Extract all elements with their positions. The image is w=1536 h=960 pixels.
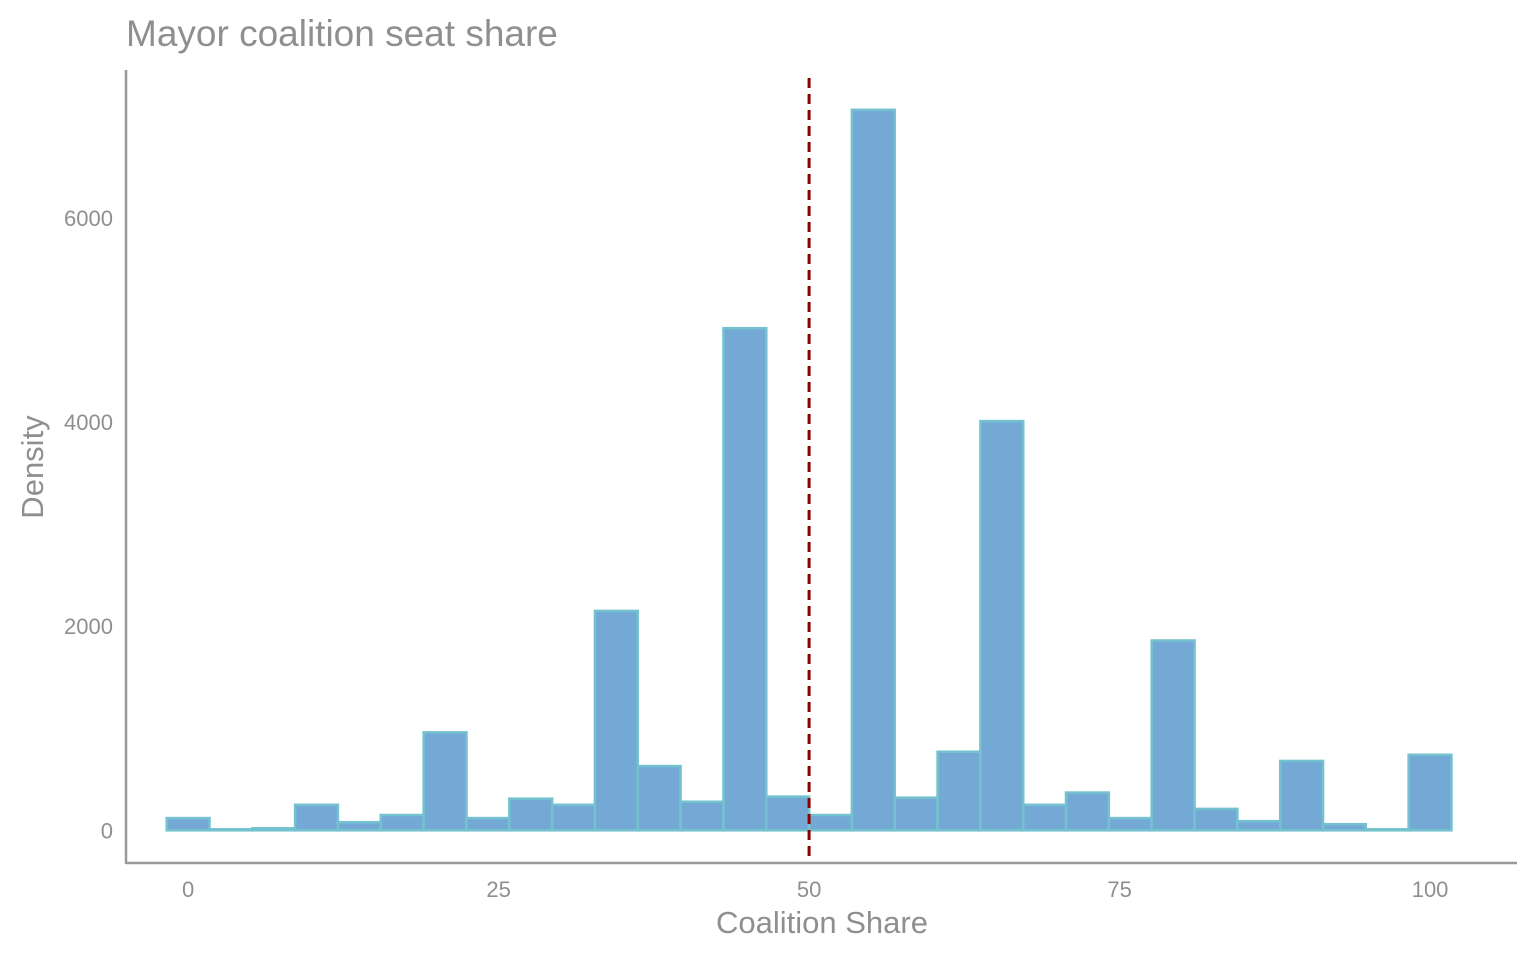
- histogram-bar: [550, 803, 597, 832]
- histogram-bar: [636, 764, 682, 832]
- histogram-bar: [1278, 759, 1325, 832]
- histogram-bar: [293, 803, 340, 832]
- histogram-bar: [465, 816, 511, 832]
- histogram-bar: [765, 795, 811, 832]
- histogram-bar: [1064, 791, 1111, 832]
- histogram-bar: [593, 609, 639, 832]
- histogram-bar: [850, 108, 896, 832]
- histogram-bar: [893, 796, 939, 832]
- histogram-bar: [422, 731, 468, 832]
- histogram-bar: [1193, 807, 1239, 832]
- histogram-bar: [165, 816, 211, 832]
- y-tick-label: 0: [101, 818, 113, 843]
- histogram-bar: [722, 326, 768, 832]
- histogram-bar: [208, 828, 254, 832]
- x-tick-label: 25: [486, 877, 510, 902]
- histogram-bar: [379, 813, 425, 832]
- histogram-bar: [1150, 639, 1196, 832]
- histogram-bar: [1236, 819, 1282, 832]
- x-tick-label: 50: [797, 877, 821, 902]
- x-tick-label: 75: [1107, 877, 1131, 902]
- histogram-bar: [1364, 828, 1410, 832]
- y-tick-label: 4000: [64, 410, 113, 435]
- x-tick-labels: 0 25 50 75 100: [182, 877, 1448, 902]
- histogram-bar: [1107, 816, 1153, 832]
- histogram-bar: [679, 800, 725, 832]
- histogram-bar: [251, 827, 297, 832]
- y-axis-label: Density: [15, 415, 50, 519]
- x-tick-label: 0: [182, 877, 194, 902]
- chart-title: Mayor coalition seat share: [126, 13, 558, 54]
- histogram-bar: [936, 750, 982, 832]
- histogram-bar: [1407, 753, 1453, 832]
- y-tick-label: 2000: [64, 614, 113, 639]
- histogram-bar: [1022, 803, 1068, 832]
- x-axis-label: Coalition Share: [716, 905, 928, 940]
- histogram-bar: [979, 419, 1025, 832]
- y-tick-label: 6000: [64, 206, 113, 231]
- y-tick-labels: 0 2000 4000 6000: [64, 206, 113, 843]
- histogram-bar: [336, 820, 383, 832]
- bars-layer: [165, 108, 1453, 832]
- histogram-bar: [1321, 822, 1368, 832]
- x-tick-label: 100: [1412, 877, 1449, 902]
- histogram-bar: [807, 813, 854, 832]
- histogram-bar: [508, 797, 554, 832]
